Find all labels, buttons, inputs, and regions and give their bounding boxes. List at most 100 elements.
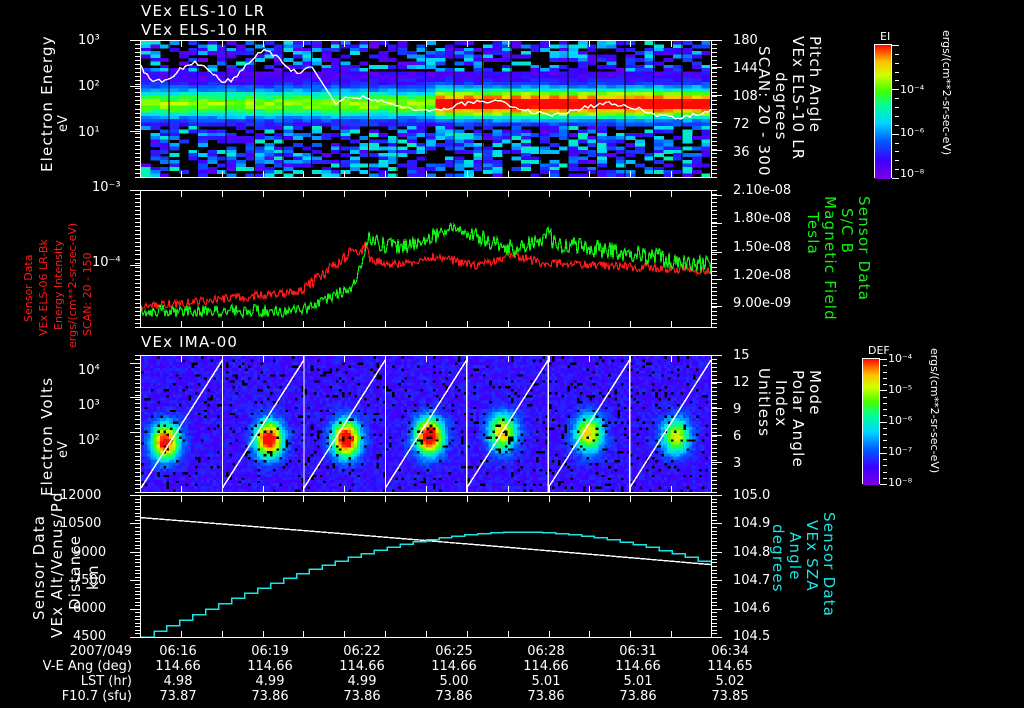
ve-ang-5: 114.66 [615, 659, 661, 674]
major-tick [130, 397, 140, 398]
colorbar-band [863, 442, 879, 444]
colorbar-band [863, 394, 879, 396]
colorbar-band [863, 483, 879, 485]
tick [135, 100, 140, 101]
table-row-ve-ang: V-E Ang (deg) 114.66 114.66 114.66 114.6… [4, 659, 776, 674]
colorbar-band [863, 425, 879, 427]
tick [135, 109, 140, 110]
tick [712, 76, 717, 77]
colorbar-band [863, 406, 879, 408]
table-row-date: 2007/049 06:16 06:19 06:22 06:25 06:28 0… [4, 644, 776, 659]
panel1-colorbar-units: ergs/(cm**2-sr-sec-eV) [940, 30, 953, 156]
panel4-right-label-line3: Angle [786, 532, 804, 581]
colorbar-band [863, 480, 879, 482]
tick [135, 202, 140, 203]
tick [135, 218, 140, 219]
tick [712, 125, 717, 126]
p1-right-axis [712, 40, 722, 178]
panel3-plot-area [140, 355, 712, 493]
colorbar-tick [880, 359, 887, 360]
colorbar-band [863, 450, 879, 452]
colorbar-tick [895, 116, 899, 117]
colorbar-band [863, 464, 879, 466]
colorbar-band [863, 439, 879, 441]
colorbar-band [875, 94, 891, 96]
tick [712, 153, 717, 154]
tick [712, 327, 717, 328]
tick [712, 161, 717, 162]
colorbar-band [875, 51, 891, 53]
panel4-rtick-4: 104.6 [733, 601, 771, 616]
tick [712, 165, 717, 166]
colorbar-band [863, 372, 879, 374]
colorbar-band [875, 106, 891, 108]
tick [712, 250, 717, 251]
tick [135, 444, 140, 445]
lst-3: 5.00 [439, 674, 469, 689]
tick [135, 226, 140, 227]
colorbar-tick [895, 160, 899, 161]
tick [712, 129, 717, 130]
tick [135, 315, 140, 316]
colorbar-band [875, 104, 891, 106]
ve-ang-1: 114.66 [247, 659, 293, 674]
tick [712, 584, 717, 585]
tick [712, 299, 717, 300]
ve-ang-2: 114.66 [339, 659, 385, 674]
colorbar-band [863, 365, 879, 367]
major-tick [712, 382, 722, 383]
major-tick [712, 95, 722, 96]
panel4-ytick-5: 4500 [73, 629, 107, 644]
tick [712, 259, 717, 260]
colorbar-band [863, 471, 879, 473]
colorbar-band [875, 153, 891, 155]
tick [712, 263, 717, 264]
tick [712, 48, 717, 49]
colorbar-band [875, 105, 891, 107]
colorbar-tick [883, 440, 887, 441]
colorbar-band [875, 141, 891, 143]
colorbar-band [863, 384, 879, 386]
tick [135, 559, 140, 560]
panel2-rtick-2: 1.50e-08 [733, 240, 792, 255]
panel2-left-label-line3: Energy Intensity [52, 240, 65, 330]
tick [712, 407, 717, 408]
tick [135, 222, 140, 223]
panel2-rtick-1: 1.80e-08 [733, 211, 792, 226]
major-tick [130, 190, 140, 191]
colorbar-band [875, 85, 891, 87]
tick [712, 626, 717, 627]
tick [135, 52, 140, 53]
colorbar-band [863, 391, 879, 393]
panel1-rtick-2: 108 [733, 89, 758, 104]
colorbar-band [875, 109, 891, 111]
tick [712, 616, 717, 617]
colorbar-band [875, 117, 891, 119]
colorbar-band [875, 165, 891, 167]
tick [135, 591, 140, 592]
tick [712, 319, 717, 320]
panel4-ytick-4: 6000 [73, 601, 107, 616]
panel4-rtick-1: 104.9 [733, 516, 771, 531]
colorbar-band [875, 49, 891, 51]
tick [135, 456, 140, 457]
tick [712, 559, 717, 560]
colorbar-band [863, 369, 879, 371]
f107-3: 73.86 [435, 689, 473, 704]
colorbar-band [875, 123, 891, 125]
colorbar-band [875, 166, 891, 168]
colorbar-band [863, 409, 879, 411]
tick [135, 307, 140, 308]
tick [712, 573, 717, 574]
tick [712, 226, 717, 227]
major-tick [712, 637, 722, 638]
tick [712, 452, 717, 453]
tick [135, 399, 140, 400]
tick [712, 363, 717, 364]
tick [135, 161, 140, 162]
colorbar-band [863, 457, 879, 459]
tick [712, 88, 717, 89]
tick [712, 375, 717, 376]
colorbar-band [875, 178, 891, 180]
colorbar-band [863, 373, 879, 375]
